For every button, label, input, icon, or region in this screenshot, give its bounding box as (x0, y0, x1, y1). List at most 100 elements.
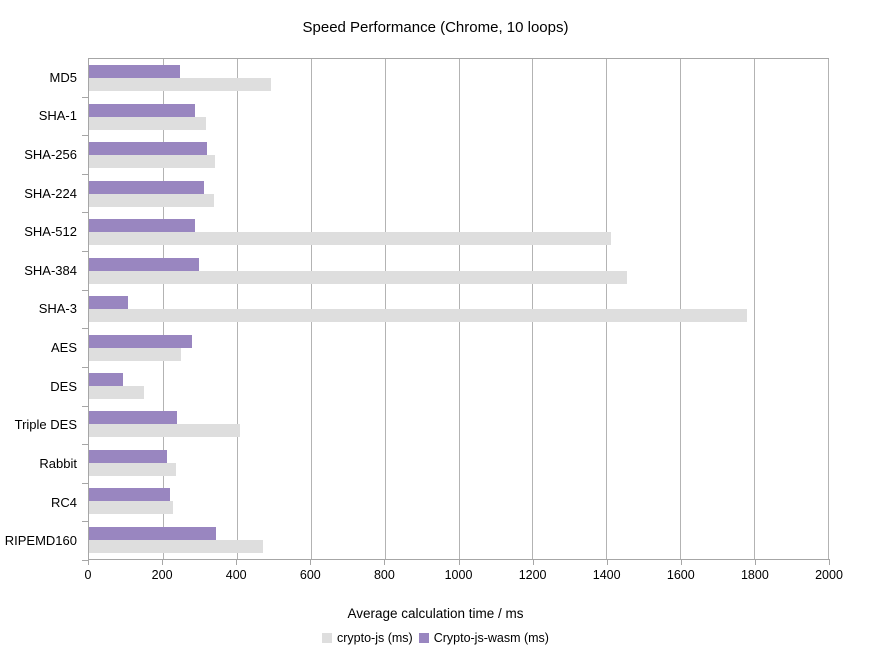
x-tickmark (680, 559, 682, 565)
bar (89, 232, 612, 246)
x-tickmark (384, 559, 386, 565)
bar (89, 411, 177, 425)
bar (89, 309, 748, 323)
bar (89, 257, 200, 271)
bar (89, 270, 627, 284)
y-tickmark (82, 482, 88, 484)
bar-group (89, 405, 828, 443)
bar (89, 334, 192, 348)
bar (89, 103, 196, 117)
legend-item: crypto-js (ms) (322, 631, 413, 645)
x-tickmark (829, 559, 830, 565)
y-axis-tickmarks (82, 58, 88, 561)
bar (89, 501, 174, 515)
bar-group (89, 136, 828, 174)
x-axis-tick-label: 400 (225, 568, 247, 582)
bar-group (89, 59, 828, 97)
x-tickmark (458, 559, 460, 565)
bar (89, 65, 180, 79)
y-axis-labels: MD5 SHA-1 SHA-256 SHA-224 SHA-512 SHA-384 SHA-… (0, 58, 77, 560)
x-axis-tick-label: 2000 (815, 568, 843, 582)
bar (89, 180, 205, 194)
bar-group (89, 251, 828, 289)
x-axis-tick-label: 1000 (444, 568, 473, 582)
x-axis-tickmarks (88, 559, 830, 565)
bar (89, 372, 124, 386)
legend-swatch-crypto-js-wasm (418, 633, 429, 643)
bar (89, 424, 240, 438)
x-tickmark (532, 559, 534, 565)
y-axis-label: SHA-1 (38, 108, 77, 124)
bar-group (89, 97, 828, 135)
y-tickmark (82, 444, 88, 446)
x-axis-tick-label: 200 (151, 568, 173, 582)
y-axis-label: RC4 (50, 494, 77, 510)
x-axis-tick-label: 1600 (666, 568, 695, 582)
bar-group (89, 290, 828, 328)
y-axis-label: DES (50, 378, 77, 394)
x-tickmark (162, 559, 164, 565)
y-tickmark (82, 366, 88, 368)
y-tickmark (82, 521, 88, 523)
x-tickmark (88, 559, 89, 565)
y-axis-label: MD5 (49, 69, 77, 85)
y-axis-label: SHA-384 (24, 262, 77, 278)
bar-rows (89, 59, 828, 559)
x-axis-tick-label: 600 (299, 568, 321, 582)
y-axis-label: AES (50, 340, 77, 356)
y-tickmark (82, 560, 88, 561)
y-axis-label: Triple DES (14, 417, 77, 433)
legend-label: Crypto-js-wasm (ms) (433, 631, 549, 645)
gridline (162, 59, 164, 559)
bar (89, 78, 271, 92)
legend-item: Crypto-js-wasm (ms) (418, 631, 549, 645)
bar (89, 539, 264, 553)
y-tickmark (82, 251, 88, 253)
y-tickmark (82, 405, 88, 407)
plot-area (88, 58, 829, 560)
bar (89, 526, 216, 540)
y-tickmark (82, 289, 88, 291)
bar (89, 347, 182, 361)
legend: crypto-js (ms) Crypto-js-wasm (ms) (0, 631, 871, 645)
x-axis-ticks: 0 200 400 600 800 1000 1200 1400 1600 1800 2000 (84, 568, 843, 583)
gridline (310, 59, 312, 559)
gridline (384, 59, 386, 559)
bar-group (89, 444, 828, 482)
bar-group (89, 174, 828, 212)
x-axis-tick-label: 1400 (592, 568, 621, 582)
bar (89, 462, 176, 476)
bar (89, 193, 214, 207)
y-axis-label: SHA-256 (24, 147, 77, 163)
bar-group (89, 367, 828, 405)
y-tickmark (82, 173, 88, 175)
bar-group (89, 521, 828, 559)
bar-group (89, 328, 828, 366)
gridline (828, 59, 829, 559)
bar (89, 142, 207, 156)
y-tickmark (82, 328, 88, 330)
x-tickmark (236, 559, 238, 565)
bar (89, 155, 216, 169)
gridline (532, 59, 534, 559)
bar-group (89, 482, 828, 520)
y-tickmark (82, 135, 88, 137)
legend-swatch-crypto-js (322, 633, 332, 643)
x-axis-tick-label: 0 (84, 568, 92, 582)
bar (89, 219, 196, 233)
x-tickmark (606, 559, 608, 565)
y-axis-label: SHA-3 (38, 301, 77, 317)
y-axis-label: SHA-512 (24, 224, 77, 240)
y-axis-label: SHA-224 (24, 185, 77, 201)
legend-label: crypto-js (ms) (337, 631, 413, 645)
y-axis-label: Rabbit (39, 455, 77, 471)
gridline (236, 59, 238, 559)
x-axis-tick-label: 1200 (518, 568, 547, 582)
bar (89, 449, 168, 463)
gridline (458, 59, 460, 559)
x-axis-tick-label: 1800 (740, 568, 769, 582)
bar-group (89, 213, 828, 251)
gridline (680, 59, 682, 559)
x-tickmark (310, 559, 312, 565)
bar (89, 488, 170, 502)
